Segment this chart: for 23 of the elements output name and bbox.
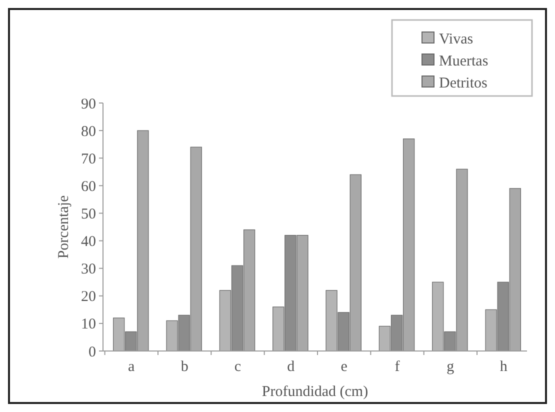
x-tick-label: e <box>340 359 348 375</box>
x-tick-label: d <box>287 359 296 375</box>
y-tick-label: 80 <box>81 124 96 140</box>
y-tick-label: 60 <box>81 178 96 195</box>
x-tick-label: h <box>500 359 508 375</box>
legend-label: Detritos <box>439 75 488 92</box>
y-tick-label: 0 <box>88 344 96 360</box>
x-tick-label: c <box>234 359 242 375</box>
x-tick-label: a <box>128 359 136 375</box>
y-tick-label: 90 <box>81 96 96 112</box>
x-tick-label: f <box>394 359 400 375</box>
y-tick-label: 50 <box>81 206 96 222</box>
y-tick-label: 20 <box>81 289 96 306</box>
y-tick-label: 30 <box>81 262 96 278</box>
x-tick-label: g <box>446 359 455 375</box>
y-tick-label: 10 <box>81 316 96 333</box>
legend-label: Vivas <box>439 31 474 48</box>
y-tick-label: 40 <box>81 234 96 250</box>
legend-label: Muertas <box>439 53 488 70</box>
x-axis-title: Profundidad (cm) <box>262 384 368 400</box>
x-tick-label: b <box>180 359 188 375</box>
y-tick-label: 70 <box>81 151 96 168</box>
y-axis-title: Porcentaje <box>56 195 72 259</box>
